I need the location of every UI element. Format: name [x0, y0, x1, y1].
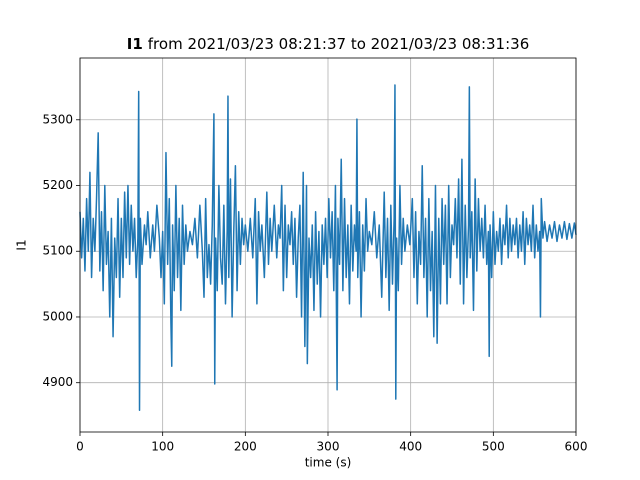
x-tick-label: 400 [399, 440, 422, 454]
x-tick-label: 200 [234, 440, 257, 454]
x-tick-label: 0 [76, 440, 84, 454]
x-tick-label: 500 [482, 440, 505, 454]
y-tick-label: 5300 [42, 112, 73, 126]
plot-frame [79, 57, 577, 433]
data-line [79, 84, 577, 412]
y-tick-label: 5000 [42, 309, 73, 323]
title-label: I1 [127, 35, 143, 53]
y-tick-label: 5100 [42, 244, 73, 258]
x-tick-label: 300 [317, 440, 340, 454]
y-tick-label: 5200 [42, 178, 73, 192]
x-tick-label: 100 [151, 440, 174, 454]
title-text: from 2021/03/23 08:21:37 to 2021/03/23 0… [148, 35, 529, 53]
chart-title: I1 from 2021/03/23 08:21:37 to 2021/03/23… [127, 35, 529, 53]
y-axis-label: I1 [15, 239, 29, 250]
y-tick-label: 4900 [42, 375, 73, 389]
x-axis-label: time (s) [305, 456, 352, 470]
x-tick-label: 600 [565, 440, 588, 454]
